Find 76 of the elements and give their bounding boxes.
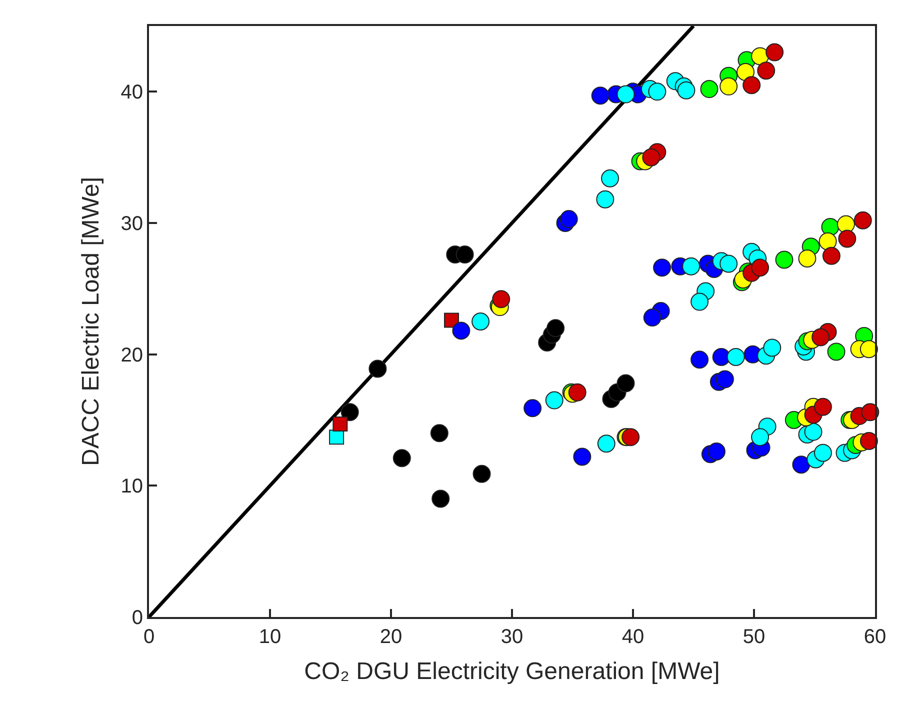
point bbox=[332, 416, 348, 432]
point bbox=[596, 190, 614, 208]
point bbox=[368, 360, 387, 378]
point bbox=[804, 422, 822, 441]
point bbox=[720, 254, 738, 273]
point bbox=[456, 246, 474, 264]
point bbox=[712, 348, 730, 366]
x-tick-label: 20 bbox=[380, 626, 402, 648]
point bbox=[726, 348, 745, 366]
y-axis-title: DACC Electric Load [MWe] bbox=[77, 177, 104, 466]
point bbox=[742, 76, 761, 94]
point bbox=[860, 432, 878, 450]
point bbox=[700, 80, 718, 98]
point bbox=[524, 399, 542, 418]
point bbox=[792, 456, 810, 474]
point bbox=[836, 215, 855, 234]
point bbox=[492, 290, 510, 308]
x-tick-label: 30 bbox=[500, 626, 524, 648]
point bbox=[690, 292, 709, 311]
point bbox=[642, 148, 660, 166]
point bbox=[573, 448, 592, 466]
point bbox=[766, 43, 784, 62]
point bbox=[472, 464, 491, 483]
point bbox=[757, 62, 776, 80]
y-tick-label: 20 bbox=[120, 344, 143, 366]
point bbox=[708, 442, 726, 461]
x-tick-label: 60 bbox=[864, 626, 886, 648]
point bbox=[329, 430, 344, 445]
point bbox=[560, 210, 578, 228]
point bbox=[751, 428, 770, 446]
point bbox=[838, 230, 856, 248]
point bbox=[818, 232, 837, 250]
y-tick-label: 10 bbox=[120, 476, 143, 498]
point bbox=[827, 342, 846, 361]
x-tick-label: 40 bbox=[622, 626, 644, 648]
point bbox=[597, 434, 616, 453]
point bbox=[736, 62, 755, 81]
y-tick-label: 40 bbox=[120, 82, 143, 104]
point bbox=[432, 490, 450, 508]
point bbox=[814, 444, 832, 462]
x-tick-label: 50 bbox=[742, 626, 766, 648]
point bbox=[340, 403, 359, 422]
y-tick-label: 30 bbox=[120, 213, 143, 235]
point bbox=[545, 391, 564, 410]
point bbox=[643, 308, 662, 327]
point bbox=[751, 258, 770, 277]
point bbox=[860, 340, 878, 358]
point bbox=[812, 328, 830, 346]
point bbox=[716, 370, 734, 388]
x-tick-label: 10 bbox=[258, 626, 282, 648]
y-tick-label: 0 bbox=[132, 607, 143, 629]
point bbox=[472, 312, 490, 330]
point bbox=[814, 398, 832, 416]
point bbox=[546, 319, 565, 338]
point bbox=[591, 86, 610, 105]
point bbox=[444, 312, 459, 328]
point bbox=[392, 449, 411, 468]
point bbox=[601, 169, 620, 188]
point bbox=[430, 424, 448, 442]
point bbox=[854, 211, 872, 230]
point bbox=[682, 257, 700, 276]
point bbox=[822, 246, 840, 265]
point bbox=[616, 85, 635, 104]
point bbox=[690, 350, 709, 369]
point bbox=[452, 322, 470, 340]
point bbox=[763, 338, 782, 357]
point bbox=[720, 77, 738, 96]
point bbox=[798, 249, 816, 268]
point bbox=[648, 82, 666, 101]
point bbox=[677, 81, 696, 100]
x-axis-title: CO₂ DGU Electricity Generation [MWe] bbox=[304, 658, 720, 685]
point bbox=[616, 374, 635, 392]
point bbox=[622, 428, 640, 446]
point bbox=[568, 383, 586, 402]
point bbox=[775, 250, 794, 269]
point bbox=[653, 258, 672, 277]
